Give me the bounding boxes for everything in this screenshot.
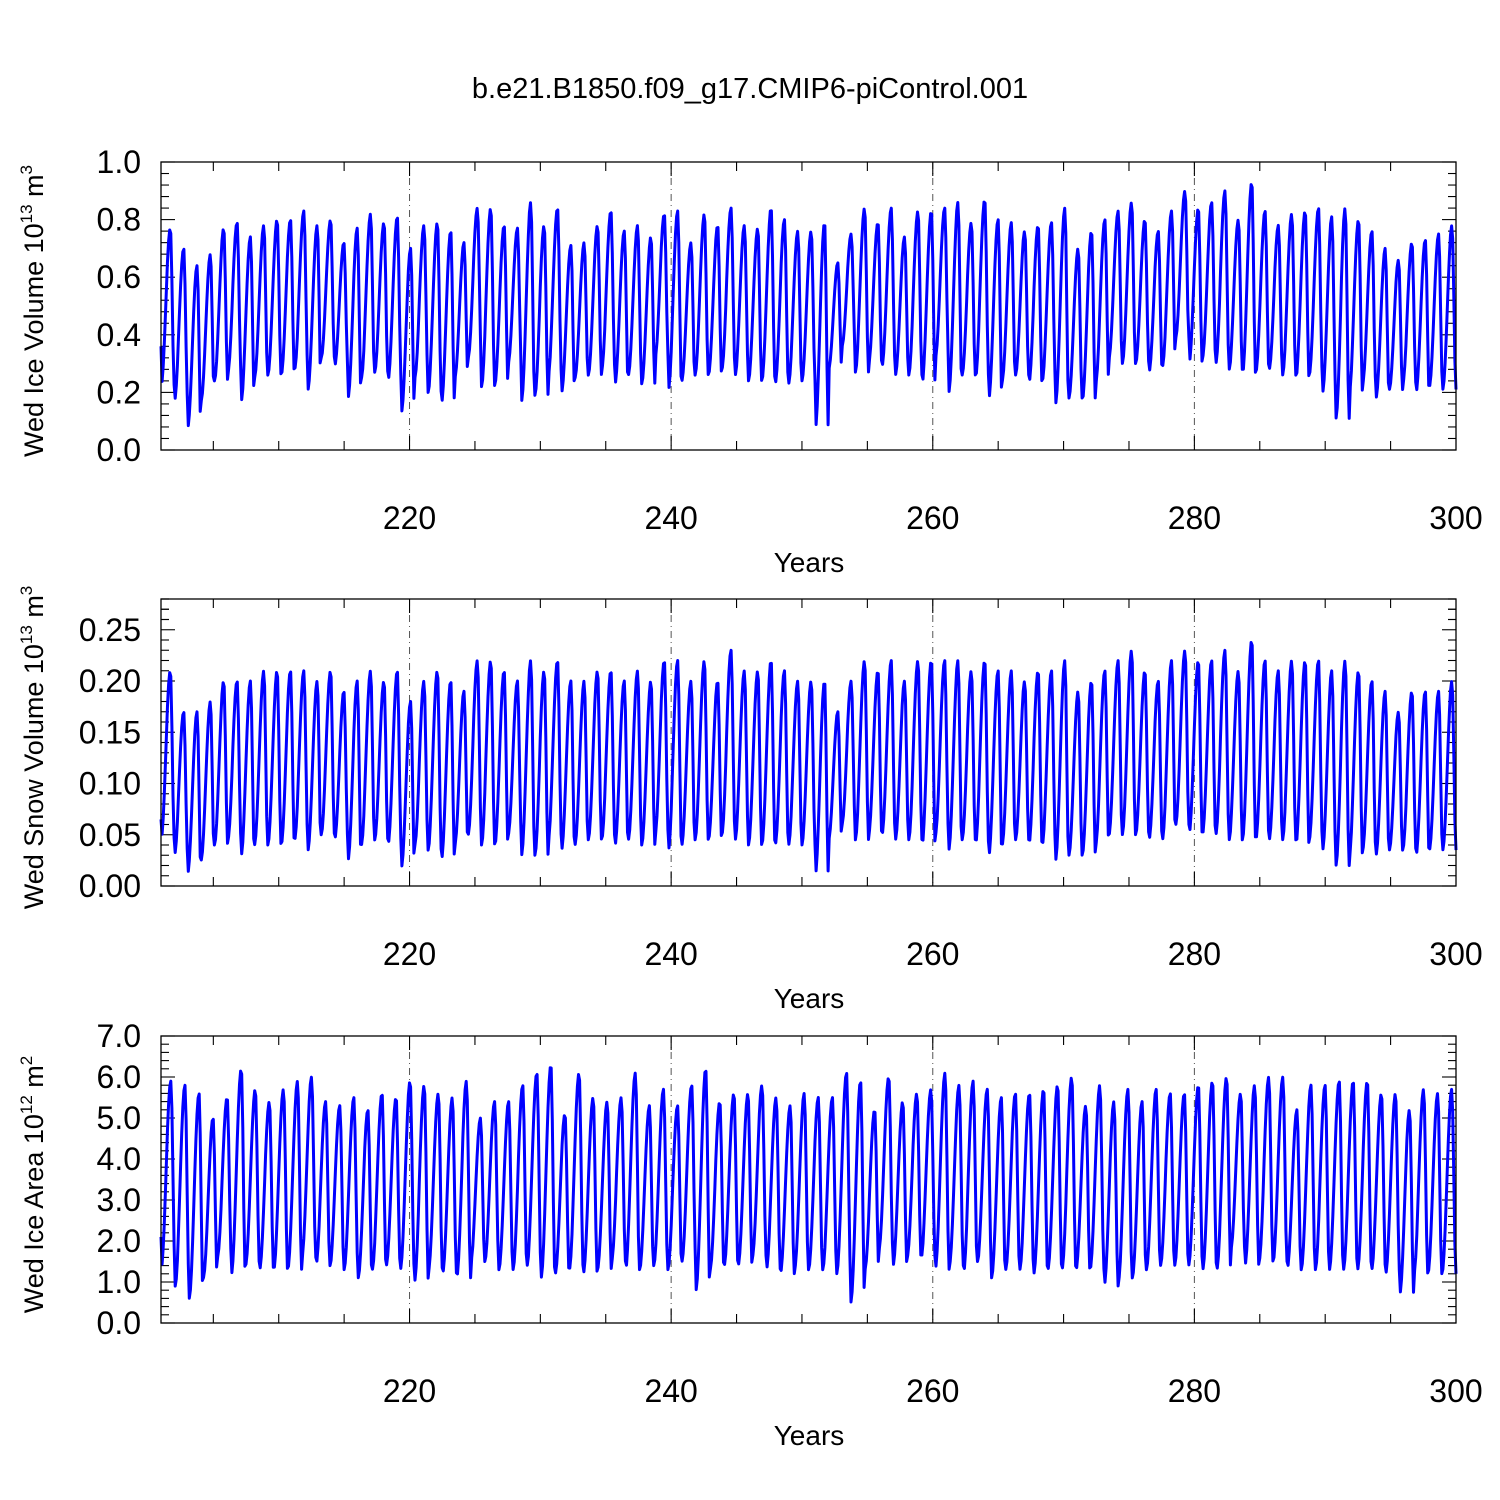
- y-tick-label: 2.0: [97, 1223, 141, 1259]
- y-tick-label: 0.4: [97, 317, 141, 353]
- y-tick-label: 0.10: [79, 766, 141, 802]
- y-tick-label: 5.0: [97, 1100, 141, 1136]
- x-tick-label: 260: [906, 1373, 959, 1409]
- y-tick-label: 0.2: [97, 374, 141, 410]
- plot-frame: [160, 161, 1457, 451]
- x-tick-label: 220: [383, 500, 436, 536]
- x-tick-label: 300: [1429, 1373, 1482, 1409]
- x-axis-title: Years: [774, 983, 845, 1014]
- x-tick-label: 240: [644, 1373, 697, 1409]
- y-axis-title-part: m: [19, 174, 49, 204]
- data-series-line: [159, 1066, 1458, 1304]
- x-axis-title: Years: [774, 547, 845, 578]
- plot-frame: [160, 598, 1457, 887]
- y-tick-label: 0.00: [79, 868, 141, 904]
- y-tick-label: 4.0: [97, 1141, 141, 1177]
- y-axis-title-part: Wed Ice Area 10: [19, 1114, 49, 1313]
- y-axis-title-part: m: [19, 1065, 49, 1095]
- x-tick-label: 260: [906, 500, 959, 536]
- y-axis-title-part: 3: [17, 165, 36, 174]
- y-tick-label: 1.0: [97, 1264, 141, 1300]
- y-axis-title-part: 2: [17, 1056, 36, 1065]
- y-axis-title-part: 13: [17, 204, 36, 223]
- x-tick-label: 280: [1168, 1373, 1221, 1409]
- y-tick-label: 0.0: [97, 432, 141, 468]
- x-tick-label: 220: [383, 1373, 436, 1409]
- panel-snow-volume: 0.00 0.05 0.10 0.15 0.20 0.25 220 240 260 280 300 Y…: [17, 586, 1483, 1014]
- x-tick-label: 280: [1168, 936, 1221, 972]
- x-tick-label: 300: [1429, 936, 1482, 972]
- x-tick-label: 220: [383, 936, 436, 972]
- plot-frame: [160, 1035, 1457, 1324]
- x-tick-label: 240: [644, 500, 697, 536]
- y-axis-title-part: 13: [17, 625, 36, 644]
- y-axis-title-part: m: [19, 595, 49, 625]
- y-tick-label: 6.0: [97, 1059, 141, 1095]
- x-tick-label: 240: [644, 936, 697, 972]
- data-series-line: [159, 183, 1458, 428]
- y-axis-title: Wed Ice Volume 1013 m3: [17, 165, 49, 457]
- y-tick-label: 0.8: [97, 202, 141, 238]
- panel-ice-volume: 0.0 0.2 0.4 0.6 0.8 1.0 220 240 260 280 300 Years We…: [17, 144, 1483, 578]
- y-tick-label: 0.0: [97, 1305, 141, 1341]
- y-tick-label: 0.05: [79, 817, 141, 853]
- y-tick-label: 0.6: [97, 259, 141, 295]
- x-tick-label: 300: [1429, 500, 1482, 536]
- y-tick-label: 0.15: [79, 714, 141, 750]
- y-tick-label: 1.0: [97, 144, 141, 180]
- chart-title: b.e21.B1850.f09_g17.CMIP6-piControl.001: [472, 73, 1028, 105]
- panel-ice-area: 0.0 1.0 2.0 3.0 4.0 5.0 6.0 7.0 220 240 260 280 300 Y…: [17, 1018, 1483, 1451]
- x-tick-label: 280: [1168, 500, 1221, 536]
- x-tick-label: 260: [906, 936, 959, 972]
- y-axis-title-part: Wed Snow Volume 10: [19, 644, 49, 909]
- y-axis-title: Wed Ice Area 1012 m2: [17, 1056, 49, 1314]
- data-series-line: [159, 641, 1458, 873]
- y-tick-label: 0.25: [79, 612, 141, 648]
- y-tick-label: 0.20: [79, 663, 141, 699]
- y-axis-title-part: 12: [17, 1095, 36, 1114]
- y-tick-label: 3.0: [97, 1182, 141, 1218]
- y-axis-title-part: 3: [17, 586, 36, 595]
- y-tick-label: 7.0: [97, 1018, 141, 1054]
- y-axis-title-part: Wed Ice Volume 10: [19, 223, 49, 457]
- x-axis-title: Years: [774, 1420, 845, 1451]
- y-axis-title: Wed Snow Volume 1013 m3: [17, 586, 49, 910]
